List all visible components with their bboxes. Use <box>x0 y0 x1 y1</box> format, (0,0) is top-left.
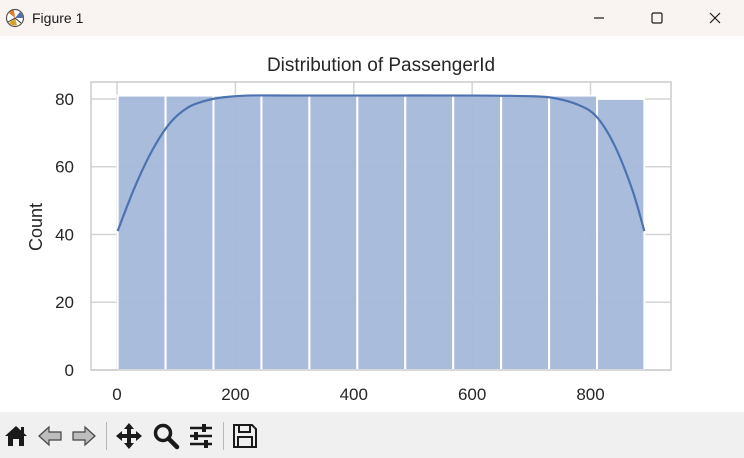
histogram-bar <box>212 94 263 371</box>
pan-button[interactable] <box>115 422 143 450</box>
y-tick-label: 80 <box>55 90 74 109</box>
histogram-bar <box>164 94 215 371</box>
y-tick-label: 0 <box>65 361 74 380</box>
maximize-icon <box>651 12 663 24</box>
histogram-bars <box>116 94 646 372</box>
histogram-bar <box>596 97 646 372</box>
y-axis-label: Count <box>26 203 46 251</box>
histogram-chart: Distribution of PassengerId Count 0 200 40… <box>26 55 672 404</box>
matplotlib-logo-icon[interactable] <box>5 8 25 28</box>
configure-subplots-icon <box>190 424 212 448</box>
x-axis-ticks: 0 200 400 600 800 <box>112 385 604 404</box>
x-tick-label: 0 <box>112 385 121 404</box>
y-tick-label: 40 <box>55 225 74 244</box>
kde-line <box>116 94 646 232</box>
back-arrow-icon <box>38 425 62 447</box>
x-tick-label: 400 <box>340 385 368 404</box>
y-tick-label: 60 <box>55 158 74 177</box>
y-axis-ticks: 0 20 40 60 80 <box>55 90 74 380</box>
minimize-button[interactable] <box>570 0 628 36</box>
forward-button[interactable] <box>70 422 98 450</box>
window-title: Figure 1 <box>32 10 84 26</box>
y-tick-label: 20 <box>55 293 74 312</box>
x-tick-label: 200 <box>221 385 249 404</box>
histogram-bar <box>308 94 359 371</box>
zoom-button[interactable] <box>152 422 180 450</box>
pan-move-icon <box>116 423 142 449</box>
histogram-bar <box>260 94 311 371</box>
back-button[interactable] <box>36 422 64 450</box>
navigation-toolbar <box>0 412 744 458</box>
histogram-bar <box>452 94 503 371</box>
configure-subplots-button[interactable] <box>187 422 215 450</box>
toolbar-separator <box>223 422 224 450</box>
kde-curve <box>116 94 646 232</box>
histogram-bar <box>404 94 455 371</box>
x-tick-label: 600 <box>458 385 486 404</box>
home-button[interactable] <box>2 422 30 450</box>
zoom-magnifier-icon <box>153 423 180 450</box>
plot-frame <box>90 81 672 371</box>
chart-title: Distribution of PassengerId <box>267 55 495 76</box>
maximize-button[interactable] <box>628 0 686 36</box>
save-button[interactable] <box>231 422 259 450</box>
toolbar-separator <box>106 422 107 450</box>
histogram-bar <box>356 94 407 371</box>
histogram-bar <box>116 94 167 371</box>
window-titlebar: Figure 1 <box>0 0 744 36</box>
home-icon <box>5 426 27 446</box>
figure-canvas[interactable]: Distribution of PassengerId Count 0 200 40… <box>0 36 744 412</box>
minimize-icon <box>594 17 604 19</box>
histogram-bar <box>548 94 599 371</box>
histogram-bar <box>500 94 551 371</box>
x-tick-label: 800 <box>576 385 604 404</box>
close-icon <box>709 12 721 24</box>
forward-arrow-icon <box>72 425 96 447</box>
close-button[interactable] <box>686 0 744 36</box>
save-floppy-icon <box>233 424 257 448</box>
